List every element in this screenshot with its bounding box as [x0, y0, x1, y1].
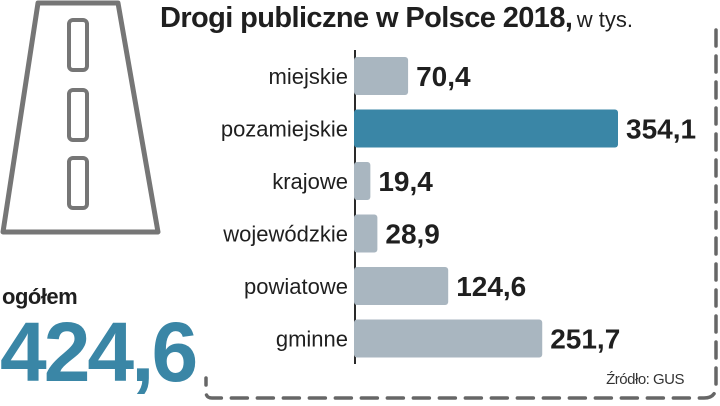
category-label: gminne	[276, 327, 348, 352]
category-label: krajowe	[272, 169, 348, 194]
category-label: pozamiejskie	[221, 117, 348, 142]
value-label: 354,1	[626, 114, 696, 145]
road-icon	[0, 0, 161, 235]
value-label: 251,7	[550, 324, 620, 355]
value-label: 124,6	[456, 271, 526, 302]
bar-powiatowe	[354, 267, 449, 305]
bar-gminne	[354, 319, 543, 358]
total-value: 424,6	[0, 305, 198, 399]
category-label: miejskie	[269, 64, 348, 89]
chart-frame	[204, 28, 718, 400]
category-label: powiatowe	[244, 274, 348, 299]
source-note: Źródło: GUS	[606, 371, 684, 388]
title-main: Drogi publiczne w Polsce 2018,	[160, 2, 573, 34]
total-label: ogółem	[2, 284, 78, 309]
value-label: 28,9	[385, 219, 440, 250]
value-label: 70,4	[416, 61, 471, 92]
bar-wojewódzkie	[354, 214, 378, 253]
bar-pozamiejskie	[354, 109, 618, 148]
bars-group: miejskie 70,4 pozamiejskie 354,1 krajowe 19,4…	[221, 57, 696, 358]
chart-title: Drogi publiczne w Polsce 2018, w tys.	[160, 2, 633, 35]
title-unit: w tys.	[576, 7, 633, 32]
bar-miejskie	[354, 57, 409, 95]
category-label: wojewódzkie	[222, 222, 348, 247]
bar-krajowe	[354, 162, 371, 200]
value-label: 19,4	[378, 166, 433, 197]
